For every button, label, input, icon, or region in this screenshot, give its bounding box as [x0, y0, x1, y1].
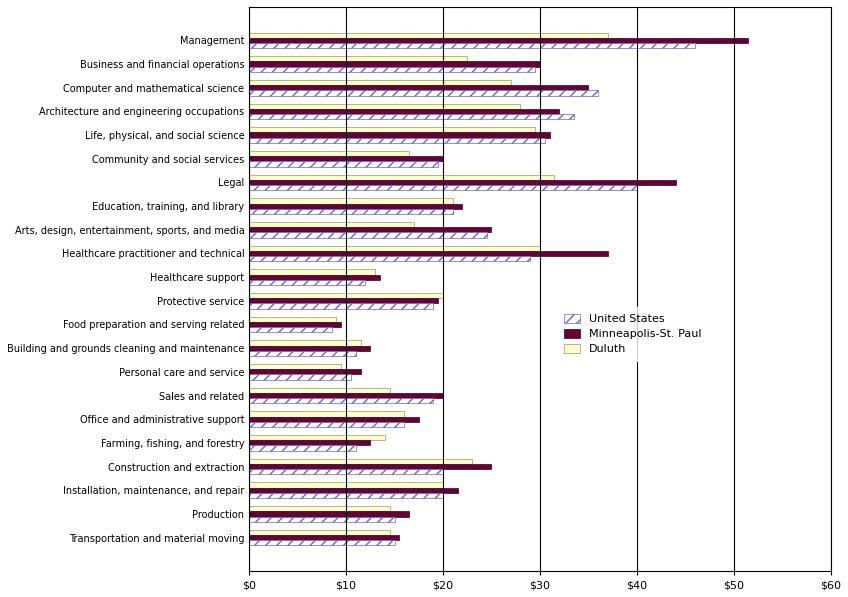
Bar: [249, 530, 390, 535]
Bar: [249, 43, 695, 48]
Bar: [249, 482, 443, 488]
Bar: [249, 293, 443, 298]
Bar: [249, 346, 371, 351]
Bar: [249, 374, 351, 380]
Bar: [249, 275, 380, 280]
Bar: [249, 516, 394, 522]
Bar: [249, 175, 555, 180]
Bar: [249, 127, 535, 133]
Bar: [249, 316, 337, 322]
Bar: [249, 33, 608, 38]
Bar: [249, 280, 365, 285]
Bar: [249, 493, 443, 498]
Bar: [249, 161, 438, 167]
Bar: [249, 387, 390, 393]
Bar: [249, 138, 544, 143]
Bar: [249, 269, 375, 275]
Bar: [249, 340, 360, 346]
Bar: [249, 351, 356, 356]
Bar: [249, 303, 433, 309]
Bar: [249, 411, 404, 417]
Bar: [249, 511, 409, 516]
Bar: [249, 222, 414, 227]
Bar: [249, 67, 535, 72]
Bar: [249, 506, 390, 511]
Bar: [249, 364, 341, 370]
Bar: [249, 445, 356, 451]
Bar: [249, 488, 458, 493]
Bar: [249, 133, 550, 138]
Bar: [249, 251, 608, 256]
Bar: [249, 327, 332, 333]
Bar: [249, 151, 409, 156]
Bar: [249, 90, 598, 96]
Bar: [249, 209, 453, 214]
Bar: [249, 256, 530, 261]
Bar: [249, 204, 462, 209]
Bar: [249, 104, 521, 109]
Bar: [249, 232, 487, 238]
Bar: [249, 370, 360, 374]
Bar: [249, 535, 399, 540]
Bar: [249, 464, 492, 469]
Bar: [249, 540, 394, 546]
Bar: [249, 85, 589, 90]
Bar: [249, 114, 574, 119]
Bar: [249, 38, 748, 43]
Bar: [249, 245, 540, 251]
Bar: [249, 440, 371, 445]
Bar: [249, 227, 492, 232]
Legend: United States, Minneapolis-St. Paul, Duluth: United States, Minneapolis-St. Paul, Dul…: [557, 307, 708, 361]
Bar: [249, 469, 443, 475]
Bar: [249, 61, 540, 67]
Bar: [249, 109, 559, 114]
Bar: [249, 458, 472, 464]
Bar: [249, 422, 404, 427]
Bar: [249, 180, 676, 185]
Bar: [249, 393, 443, 398]
Bar: [249, 435, 385, 440]
Bar: [249, 198, 453, 204]
Bar: [249, 298, 438, 303]
Bar: [249, 156, 443, 161]
Bar: [249, 398, 433, 404]
Bar: [249, 80, 510, 85]
Bar: [249, 417, 419, 422]
Bar: [249, 56, 467, 61]
Bar: [249, 185, 637, 190]
Bar: [249, 322, 341, 327]
